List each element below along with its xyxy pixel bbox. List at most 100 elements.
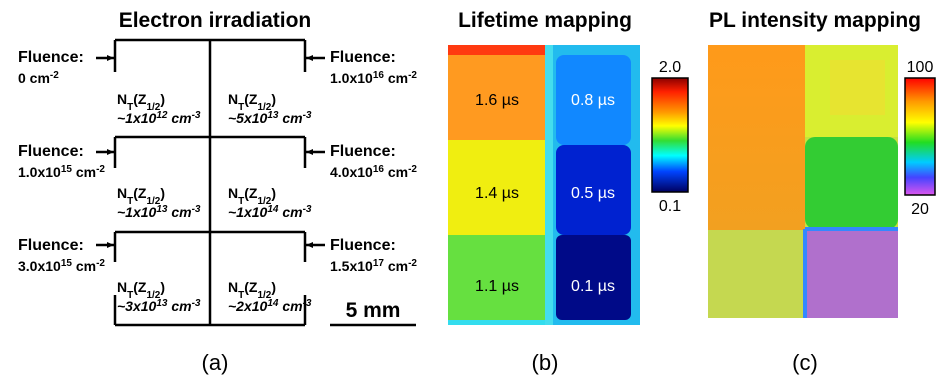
- fluence-value: 0 cm-2: [18, 70, 59, 87]
- fluence-label: Fluence:: [330, 143, 396, 160]
- fluence-label: Fluence:: [330, 237, 396, 254]
- text-segment: (Z: [244, 91, 258, 107]
- lifetime-label: 1.1 µs: [475, 278, 519, 295]
- fluence-value: 3.0x1015 cm-2: [18, 258, 105, 275]
- fluence-value: 1.0x1016 cm-2: [330, 70, 417, 87]
- text-segment: -3: [192, 204, 201, 215]
- text-segment: -2: [408, 164, 417, 175]
- text-segment: N: [228, 279, 238, 295]
- text-segment: N: [117, 91, 127, 107]
- text-segment: (Z: [133, 279, 147, 295]
- text-segment: N: [117, 279, 127, 295]
- text-segment: 14: [267, 204, 279, 215]
- text-segment: -3: [192, 110, 201, 121]
- text-segment: ): [271, 91, 276, 107]
- text-segment: 12: [156, 110, 168, 121]
- text-segment: -2: [50, 70, 59, 81]
- text-segment: ): [160, 279, 165, 295]
- panel-title: PL intensity mapping: [709, 9, 921, 32]
- colorbar-max: 100: [907, 59, 934, 76]
- text-segment: ): [160, 185, 165, 201]
- defect-density: ~1x1012 cm-3: [117, 110, 201, 127]
- fluence-value: 1.0x1015 cm-2: [18, 164, 105, 181]
- colorbar-min: 20: [911, 201, 929, 218]
- lifetime-label: 0.1 µs: [571, 278, 615, 295]
- fluence-value: 1.5x1017 cm-2: [330, 258, 417, 275]
- text-segment: cm: [72, 164, 96, 180]
- colorbar-max: 2.0: [659, 59, 681, 76]
- text-segment: cm: [278, 204, 302, 220]
- panel-caption: (b): [532, 350, 559, 375]
- text-segment: -2: [408, 258, 417, 269]
- text-segment: N: [117, 185, 127, 201]
- lifetime-label: 1.4 µs: [475, 185, 519, 202]
- text-segment: (Z: [133, 185, 147, 201]
- text-segment: 1.0x10: [330, 70, 373, 86]
- text-segment: 1.0x10: [18, 164, 61, 180]
- text-segment: 1.5x10: [330, 258, 373, 274]
- text-segment: (Z: [133, 91, 147, 107]
- text-segment: ~3x10: [117, 298, 157, 314]
- text-segment: N: [228, 185, 238, 201]
- text-segment: cm: [72, 258, 96, 274]
- defect-density: ~2x1014 cm-3: [228, 298, 312, 315]
- text-segment: 16: [373, 70, 385, 81]
- text-segment: 4.0x10: [330, 164, 373, 180]
- defect-density: ~1x1014 cm-3: [228, 204, 312, 221]
- text-segment: 13: [156, 204, 168, 215]
- text-segment: -3: [303, 110, 312, 121]
- text-segment: -3: [303, 204, 312, 215]
- text-segment: -3: [303, 298, 312, 309]
- fluence-label: Fluence:: [18, 143, 84, 160]
- text-segment: (Z: [244, 279, 258, 295]
- text-segment: cm: [167, 298, 191, 314]
- text-segment: cm: [278, 298, 302, 314]
- colorbar-min: 0.1: [659, 198, 681, 215]
- text-segment: cm: [384, 164, 408, 180]
- text-segment: ): [160, 91, 165, 107]
- text-segment: 13: [156, 298, 168, 309]
- text-segment: cm: [384, 70, 408, 86]
- panel-title: Electron irradiation: [119, 9, 312, 32]
- text-segment: ~5x10: [228, 110, 268, 126]
- text-segment: ~1x10: [228, 204, 268, 220]
- text-segment: 0 cm: [18, 70, 50, 86]
- text-segment: 15: [61, 258, 73, 269]
- scale-label: 5 mm: [346, 299, 401, 322]
- panel-caption: (a): [202, 350, 229, 375]
- text-segment: 14: [267, 298, 279, 309]
- text-segment: ~1x10: [117, 110, 157, 126]
- text-segment: 17: [373, 258, 385, 269]
- panel-title: Lifetime mapping: [458, 9, 632, 32]
- lifetime-label: 0.5 µs: [571, 185, 615, 202]
- pl-map: [708, 45, 935, 318]
- text-segment: -2: [96, 258, 105, 269]
- text-segment: cm: [167, 204, 191, 220]
- text-segment: N: [228, 91, 238, 107]
- text-segment: -3: [192, 298, 201, 309]
- fluence-label: Fluence:: [18, 237, 84, 254]
- text-segment: -2: [408, 70, 417, 81]
- text-segment: ~2x10: [228, 298, 268, 314]
- text-segment: -2: [96, 164, 105, 175]
- figure: Electron irradiation Lifetime mapping PL…: [0, 0, 940, 384]
- defect-density: ~3x1013 cm-3: [117, 298, 201, 315]
- text-segment: 3.0x10: [18, 258, 61, 274]
- text-segment: ~1x10: [117, 204, 157, 220]
- text-segment: cm: [278, 110, 302, 126]
- panel-caption: (c): [792, 350, 818, 375]
- text-segment: cm: [384, 258, 408, 274]
- fluence-label: Fluence:: [18, 49, 84, 66]
- text-segment: 16: [373, 164, 385, 175]
- text-segment: 15: [61, 164, 73, 175]
- text-segment: 13: [267, 110, 279, 121]
- text-segment: (Z: [244, 185, 258, 201]
- defect-density: ~1x1013 cm-3: [117, 204, 201, 221]
- fluence-label: Fluence:: [330, 49, 396, 66]
- fluence-value: 4.0x1016 cm-2: [330, 164, 417, 181]
- text-segment: ): [271, 185, 276, 201]
- lifetime-label: 0.8 µs: [571, 92, 615, 109]
- text-segment: cm: [167, 110, 191, 126]
- text-segment: ): [271, 279, 276, 295]
- defect-density: ~5x1013 cm-3: [228, 110, 312, 127]
